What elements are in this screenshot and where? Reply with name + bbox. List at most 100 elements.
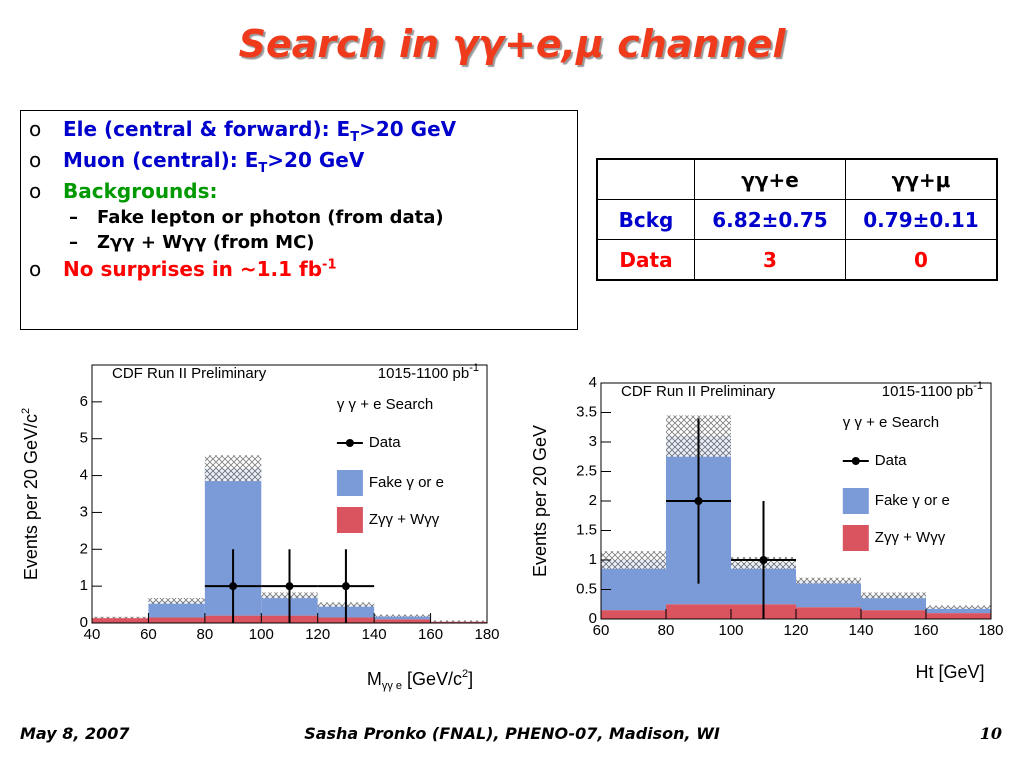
x-axis-label: Mγγ e [GeV/c2] — [367, 668, 473, 692]
legend-marker — [851, 457, 860, 465]
y-tick-label: 3 — [80, 503, 88, 520]
legend-swatch — [842, 488, 869, 514]
y-tick-label: 1 — [80, 577, 88, 594]
data-point — [341, 582, 350, 591]
x-tick-label: 80 — [197, 626, 214, 643]
sub-text: Zγγ + Wγγ (from MC) — [97, 232, 315, 253]
legend-swatch — [336, 470, 363, 496]
legend-marker — [345, 439, 354, 447]
histogram-bar — [148, 600, 205, 618]
label-part: [GeV/c — [402, 669, 462, 689]
y-tick-label: 5 — [80, 430, 88, 447]
bullet-text: Backgrounds: — [63, 179, 218, 203]
footer-author: Sasha Pronko (FNAL), PHENO-07, Madison, … — [304, 724, 720, 743]
x-tick-label: 160 — [418, 626, 443, 643]
page-number: 10 — [979, 724, 1002, 743]
histogram-bar — [430, 621, 487, 623]
histogram-bar — [601, 610, 666, 619]
legend-label: Data — [369, 434, 401, 451]
x-tick-label: 40 — [84, 626, 101, 643]
histogram-bar — [926, 607, 991, 614]
bullet-text: Ele (central & forward): ET>20 GeV — [63, 117, 456, 145]
histogram-bar — [92, 617, 149, 623]
x-tick-label: 140 — [848, 622, 873, 639]
histogram-bar — [666, 604, 731, 619]
y-axis-label: Events per 20 GeV — [530, 425, 550, 577]
legend-swatch — [336, 507, 363, 533]
y-tick-label: 0 — [589, 610, 597, 627]
bullet: o No surprises in ~1.1 fb-1 — [29, 257, 569, 281]
data-point — [694, 497, 703, 505]
x-tick-label: 80 — [658, 622, 675, 639]
y-tick-label: 6 — [80, 393, 88, 410]
x-tick-label: 180 — [474, 626, 499, 643]
header-cell: γγ+μ — [845, 158, 998, 200]
header-left: CDF Run II Preliminary — [112, 365, 267, 382]
table-row: Bckg 6.82±0.75 0.79±0.11 — [596, 199, 998, 240]
row-label: Data — [596, 239, 695, 281]
uncertainty-band — [601, 551, 666, 569]
histogram-bar — [374, 619, 431, 623]
histogram-bar — [861, 595, 926, 611]
superscript: 2 — [20, 408, 32, 414]
sub-bullet: – Zγγ + Wγγ (from MC) — [69, 232, 569, 253]
corner-cell — [596, 158, 695, 200]
uncertainty-band — [796, 577, 861, 584]
legend-label: Zγγ + Wγγ — [875, 529, 946, 546]
legend-title: γ γ + e Search — [337, 396, 433, 413]
label-part: 1015-1100 pb — [378, 365, 469, 382]
row-label: Bckg — [596, 199, 695, 240]
bullet-marker: o — [29, 117, 42, 141]
legend-title: γ γ + e Search — [843, 414, 939, 431]
label-part: ] — [468, 669, 473, 689]
header-cell: γγ+e — [694, 158, 846, 200]
sub-marker: – — [69, 232, 78, 253]
uncertainty-band — [92, 616, 149, 619]
label-part: Events per 20 GeV/c — [21, 414, 41, 580]
y-tick-label: 4 — [80, 467, 88, 484]
legend-label: Zγγ + Wγγ — [369, 511, 440, 528]
header-right: 1015-1100 pb-1 — [378, 362, 479, 382]
subscript: T — [258, 161, 268, 176]
histogram-bar — [926, 613, 991, 619]
x-tick-label: 60 — [593, 622, 610, 639]
y-tick-label: 2.5 — [576, 462, 597, 479]
y-axis-label: Events per 20 GeV/c2 — [20, 408, 41, 580]
header-left: CDF Run II Preliminary — [621, 383, 776, 400]
y-tick-label: 1 — [589, 551, 597, 568]
bullet-box: o Ele (central & forward): ET>20 GeV o Muon… — [20, 110, 578, 330]
x-tick-label: 100 — [718, 622, 743, 639]
legend-label: Fake γ or e — [369, 474, 444, 491]
value-cell: 0 — [845, 239, 998, 281]
value-cell: 6.82±0.75 — [694, 199, 846, 240]
histogram-bar — [796, 607, 861, 619]
y-tick-label: 1.5 — [576, 521, 597, 538]
bullet-marker: o — [29, 257, 42, 281]
value-cell: 3 — [694, 239, 846, 281]
x-tick-label: 160 — [913, 622, 938, 639]
data-point — [229, 582, 238, 591]
text: >20 GeV — [267, 148, 365, 172]
superscript: -1 — [322, 257, 337, 273]
superscript: -1 — [973, 380, 983, 392]
uncertainty-band — [926, 605, 991, 609]
x-tick-label: 60 — [140, 626, 157, 643]
bullet-text: Muon (central): ET>20 GeV — [63, 148, 364, 176]
label-part: M — [367, 669, 382, 689]
y-tick-label: 2 — [589, 492, 597, 509]
x-tick-label: 180 — [978, 622, 1003, 639]
text: Muon (central): E — [63, 148, 259, 172]
uncertainty-band — [430, 620, 487, 622]
y-tick-label: 4 — [589, 374, 597, 391]
text: No surprises in ~1.1 fb — [63, 257, 323, 281]
label-part: Events per 20 GeV — [530, 425, 550, 577]
text: Backgrounds: — [63, 179, 218, 203]
slide-title: Search in γγ+e,μ channel — [238, 22, 786, 66]
label-part: Ht [GeV] — [915, 662, 984, 682]
label-part: 1015-1100 pb — [882, 383, 973, 400]
histogram-bar — [861, 610, 926, 619]
uncertainty-band — [204, 455, 262, 482]
header-right: 1015-1100 pb-1 — [882, 380, 983, 400]
y-tick-label: 3.5 — [576, 403, 597, 420]
